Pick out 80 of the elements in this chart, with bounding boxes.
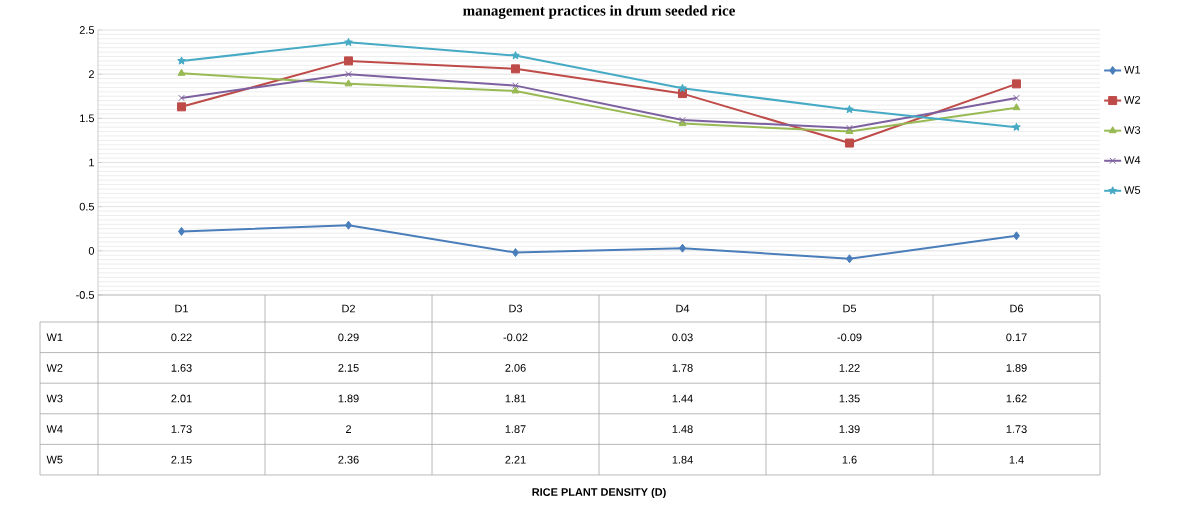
data-label: 2 (346, 425, 352, 433)
point (1011, 79, 1021, 89)
data-label: 1.89 (338, 394, 359, 403)
point (345, 70, 352, 78)
data-label: 1.22 (839, 364, 860, 372)
data-label: -0.09 (837, 333, 862, 342)
point (1012, 122, 1021, 131)
data-label: 2.06 (505, 364, 526, 372)
data-label: 2.36 (338, 455, 359, 464)
text: W4 (46, 425, 63, 433)
y-tick-label: 2.5 (79, 26, 95, 34)
x-tick-label: D2 (342, 304, 355, 313)
point (344, 37, 353, 47)
point (177, 102, 187, 112)
point (344, 79, 353, 87)
point (178, 226, 186, 236)
y-tick-label: 0 (88, 246, 95, 255)
x-tick-label: D3 (509, 304, 523, 313)
point (345, 220, 352, 230)
data-label: 2.21 (505, 455, 526, 464)
data-label: 1.78 (672, 364, 693, 372)
data-label: 1.73 (1006, 425, 1027, 433)
x-tick-label: D5 (843, 304, 857, 313)
chart-title: management practices in drum seeded rice (463, 5, 735, 19)
point (1012, 103, 1021, 111)
x-tick-label: D4 (676, 304, 690, 313)
point (510, 64, 520, 74)
data-label: 1.44 (672, 394, 693, 403)
data-label: 0.22 (171, 333, 192, 342)
point (177, 68, 186, 76)
point (844, 138, 854, 148)
point (845, 104, 854, 114)
y-tick-label: 1 (89, 158, 94, 167)
point (344, 56, 353, 66)
point (177, 56, 186, 65)
point (511, 86, 520, 94)
y-tick-label: 0.5 (79, 202, 95, 211)
data-label: 1.4 (1009, 455, 1024, 464)
data-label: 1.73 (171, 425, 192, 433)
legend-label: W3 (1124, 126, 1141, 134)
point (1013, 94, 1020, 102)
text: W5 (46, 455, 63, 464)
point (511, 248, 519, 258)
point (1012, 231, 1020, 241)
point (178, 94, 185, 102)
data-label: 0.29 (338, 333, 359, 342)
legend-label: W5 (1124, 186, 1141, 194)
data-label: 2.15 (338, 364, 359, 372)
text: W3 (46, 394, 63, 403)
y-tick-label: -0.5 (76, 291, 95, 299)
point (845, 254, 853, 264)
data-label: 0.17 (1006, 333, 1027, 342)
data-label: -0.02 (503, 333, 528, 342)
point (678, 83, 687, 93)
data-label: 1.63 (171, 364, 192, 372)
y-tick-label: 2 (88, 70, 94, 78)
data-label: 1.81 (505, 394, 526, 403)
data-label: 1.89 (1006, 364, 1027, 372)
data-label: 2.15 (171, 455, 192, 464)
legend-label: W4 (1124, 156, 1141, 164)
point (678, 243, 686, 253)
text: W2 (46, 364, 63, 372)
point (511, 51, 520, 60)
legend-label: W1 (1124, 65, 1141, 74)
data-label: 2.01 (171, 394, 192, 403)
legend-label: W2 (1124, 96, 1141, 104)
data-label: 1.39 (839, 425, 860, 433)
data-label: 1.84 (672, 455, 693, 464)
x-tick-label: D1 (175, 304, 188, 313)
x-tick-label: D6 (1010, 304, 1024, 313)
text: RICE PLANT DENSITY (D) (532, 487, 666, 499)
text: W1 (46, 333, 63, 342)
data-label: 1.62 (1006, 394, 1027, 403)
data-label: 0.03 (672, 333, 693, 342)
data-label: 1.35 (839, 394, 860, 403)
point (512, 82, 519, 89)
y-tick-label: 1.5 (80, 114, 95, 123)
data-label: 1.87 (505, 425, 526, 433)
data-label: 1.6 (842, 455, 857, 464)
data-label: 1.48 (672, 425, 693, 433)
